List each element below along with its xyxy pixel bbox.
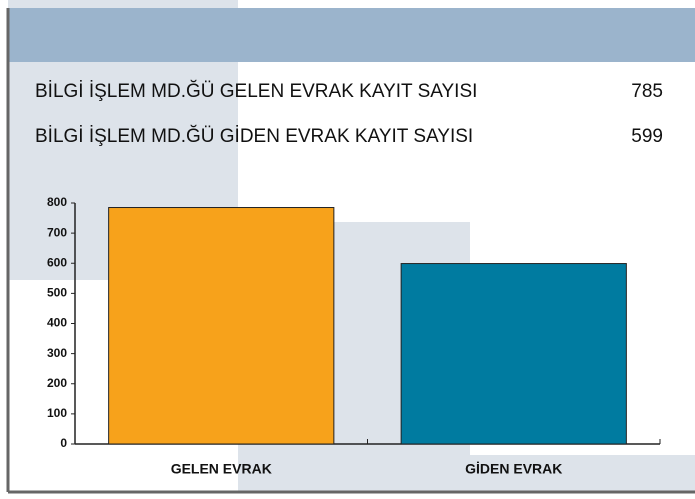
y-tick-label: 500 — [47, 286, 67, 300]
y-tick-label: 0 — [60, 436, 67, 450]
bg-block — [470, 455, 695, 492]
y-tick-label: 600 — [47, 255, 67, 269]
header-band — [8, 8, 695, 62]
y-tick-label: 400 — [47, 316, 67, 330]
bar — [400, 263, 627, 445]
y-tick-label: 200 — [47, 376, 67, 390]
row-label: BİLGİ İŞLEM MD.ĞÜ GİDEN EVRAK KAYIT SAYI… — [35, 125, 473, 147]
y-tick-label: 700 — [47, 225, 67, 239]
row-label: BİLGİ İŞLEM MD.ĞÜ GELEN EVRAK KAYIT SAYI… — [35, 80, 477, 102]
bar — [108, 207, 335, 445]
y-tick-label: 300 — [47, 346, 67, 360]
y-tick-label: 100 — [47, 406, 67, 420]
row-value: 785 — [631, 81, 663, 102]
x-tick-label: GİDEN EVRAK — [465, 461, 562, 477]
y-tick-label: 800 — [47, 195, 67, 209]
row-value: 599 — [631, 126, 663, 147]
x-tick-label: GELEN EVRAK — [171, 461, 272, 477]
